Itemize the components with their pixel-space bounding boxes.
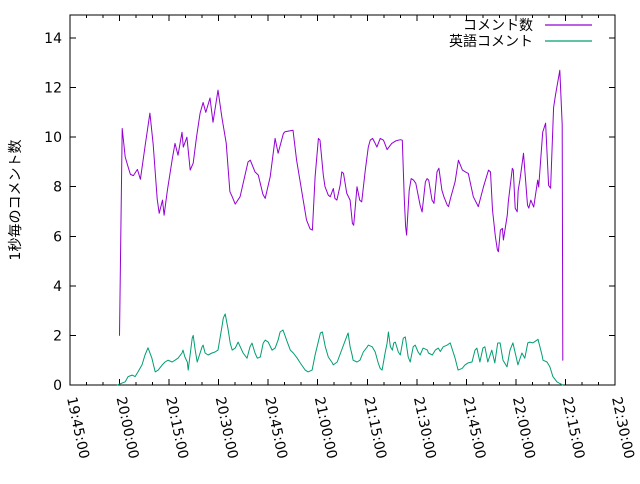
x-tick-label: 19:45:00 bbox=[63, 396, 92, 461]
plot-border-rect bbox=[69, 14, 616, 386]
y-tick-label: 12 bbox=[44, 81, 62, 97]
axis-ticks bbox=[69, 15, 616, 386]
y-tick-label: 10 bbox=[44, 130, 62, 146]
x-tick-label: 22:00:00 bbox=[509, 396, 538, 461]
x-tick-label: 20:00:00 bbox=[113, 396, 142, 461]
x-tick-label: 21:30:00 bbox=[410, 396, 439, 461]
x-tick-label: 21:00:00 bbox=[311, 396, 340, 461]
y-tick-label: 14 bbox=[44, 31, 62, 47]
data-series bbox=[116, 69, 564, 386]
x-tick-label: 22:30:00 bbox=[608, 396, 637, 461]
legend-label: コメント数 bbox=[463, 18, 533, 34]
series-line-comments bbox=[119, 69, 564, 361]
y-tick-label: 4 bbox=[53, 279, 62, 295]
x-tick-label: 20:45:00 bbox=[261, 396, 290, 461]
plot-border bbox=[69, 14, 616, 386]
x-tick-label: 21:45:00 bbox=[459, 396, 488, 461]
y-tick-label: 6 bbox=[53, 229, 62, 245]
y-tick-label: 2 bbox=[53, 328, 62, 344]
y-axis-title: 1秒毎のコメント数 bbox=[8, 140, 24, 261]
x-tick-label: 22:15:00 bbox=[559, 396, 588, 461]
y-tick-labels: 0 2 4 6 8 10 12 14 bbox=[44, 31, 62, 394]
legend-label: 英語コメント bbox=[449, 33, 533, 50]
x-tick-labels: 19:45:00 20:00:00 20:15:00 20:30:00 20:45:00… bbox=[63, 396, 637, 461]
x-tick-label: 21:15:00 bbox=[360, 396, 389, 461]
series-line-english-comments bbox=[116, 313, 564, 386]
x-tick-label: 20:15:00 bbox=[162, 396, 191, 461]
y-axis-label: 1秒毎のコメント数 bbox=[8, 140, 24, 261]
y-tick-label: 8 bbox=[53, 180, 62, 196]
y-tick-label: 0 bbox=[53, 378, 62, 394]
x-tick-label: 20:30:00 bbox=[212, 396, 241, 461]
